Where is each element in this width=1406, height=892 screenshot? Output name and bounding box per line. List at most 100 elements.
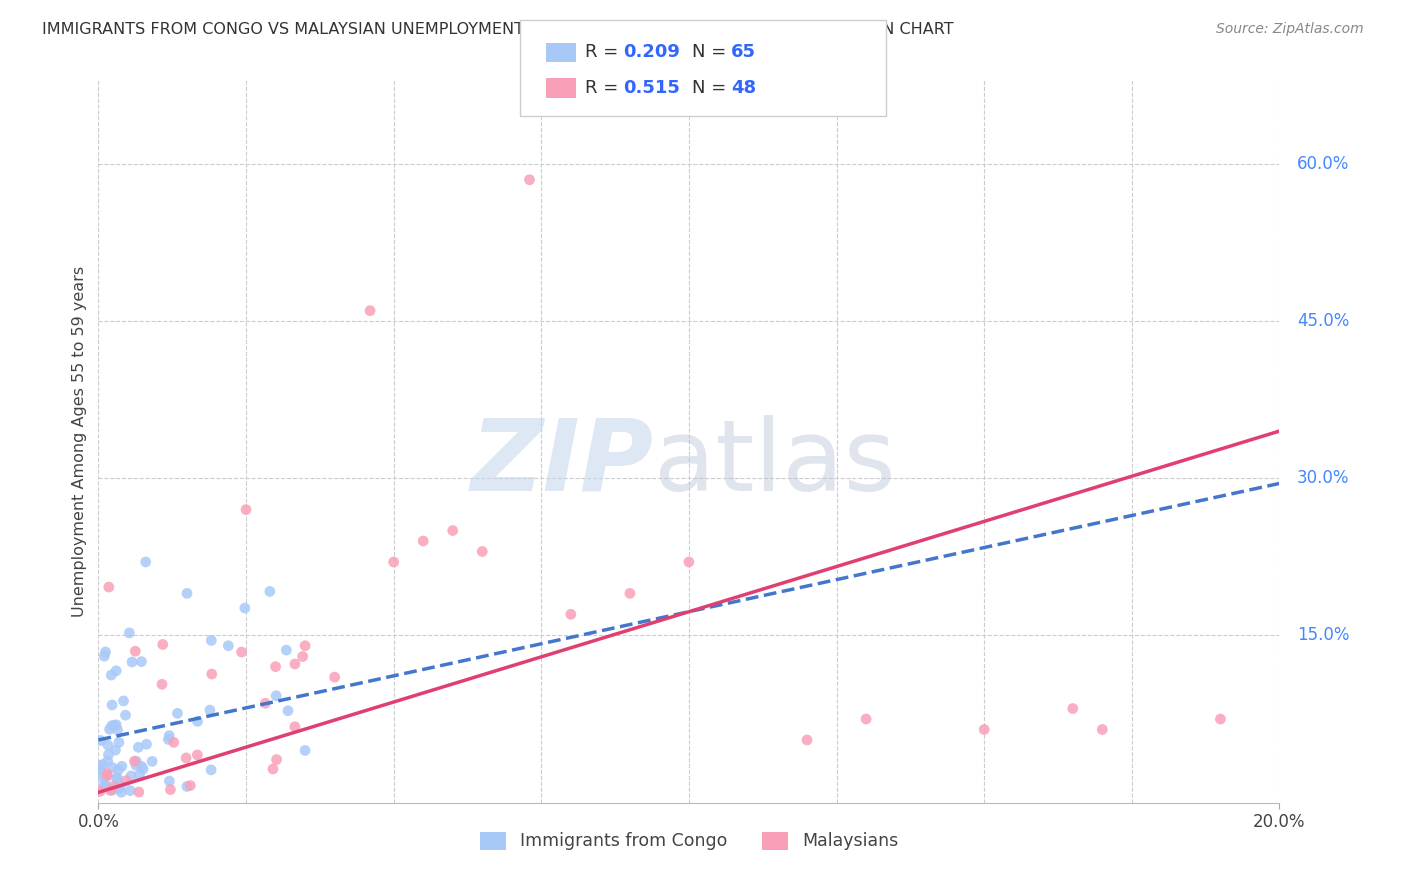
Point xyxy=(124,644,146,658)
Point xyxy=(110,779,132,793)
Point xyxy=(157,732,180,747)
Point xyxy=(157,729,180,743)
Point xyxy=(186,747,208,762)
Point xyxy=(105,718,128,732)
Point xyxy=(176,586,198,600)
Point xyxy=(128,785,150,799)
Text: atlas: atlas xyxy=(654,415,896,512)
Point xyxy=(284,657,307,671)
Point xyxy=(152,638,174,652)
Point xyxy=(107,763,129,777)
Point xyxy=(266,753,288,767)
Point xyxy=(127,740,149,755)
Point xyxy=(198,703,221,717)
Point xyxy=(93,649,115,664)
Point xyxy=(112,694,135,708)
Point xyxy=(94,778,117,792)
Point xyxy=(101,760,124,774)
Point xyxy=(141,755,163,769)
Point xyxy=(1209,712,1232,726)
Point xyxy=(519,173,541,187)
Point xyxy=(264,689,287,703)
Point xyxy=(105,772,128,786)
Point xyxy=(259,584,281,599)
Point xyxy=(412,534,434,549)
Point xyxy=(382,555,405,569)
Point xyxy=(107,723,129,737)
Point xyxy=(96,766,118,780)
Point xyxy=(118,783,141,797)
Point xyxy=(186,714,208,729)
Point xyxy=(128,767,150,781)
Text: 48: 48 xyxy=(731,79,756,97)
Point xyxy=(855,712,877,726)
Point xyxy=(1091,723,1114,737)
Point xyxy=(135,555,157,569)
Point xyxy=(118,625,141,640)
Point xyxy=(108,735,131,749)
Point xyxy=(111,759,134,773)
Text: 15.0%: 15.0% xyxy=(1298,626,1350,644)
Text: N =: N = xyxy=(692,79,731,97)
Point xyxy=(264,659,287,673)
Point xyxy=(115,773,138,788)
Point xyxy=(1062,701,1084,715)
Point xyxy=(101,698,124,712)
Point xyxy=(94,645,117,659)
Point xyxy=(125,758,148,772)
Point xyxy=(104,743,127,757)
Point xyxy=(97,580,120,594)
Point xyxy=(105,664,128,678)
Y-axis label: Unemployment Among Ages 55 to 59 years: Unemployment Among Ages 55 to 59 years xyxy=(72,266,87,617)
Text: 0.209: 0.209 xyxy=(623,43,679,61)
Point xyxy=(176,780,198,794)
Point xyxy=(235,502,257,516)
Point xyxy=(114,708,136,723)
Text: 60.0%: 60.0% xyxy=(1298,155,1350,173)
Point xyxy=(105,770,128,784)
Point xyxy=(94,770,117,784)
Point xyxy=(110,785,132,799)
Point xyxy=(96,768,118,782)
Point xyxy=(101,783,124,797)
Text: R =: R = xyxy=(585,79,630,97)
Point xyxy=(678,555,700,569)
Point xyxy=(796,733,818,747)
Point xyxy=(135,737,157,751)
Text: ZIP: ZIP xyxy=(471,415,654,512)
Text: R =: R = xyxy=(585,43,624,61)
Point xyxy=(90,762,112,776)
Text: 30.0%: 30.0% xyxy=(1298,469,1350,487)
Text: 45.0%: 45.0% xyxy=(1298,312,1350,330)
Text: Source: ZipAtlas.com: Source: ZipAtlas.com xyxy=(1216,22,1364,37)
Point xyxy=(97,747,120,762)
Point xyxy=(163,735,186,749)
Point xyxy=(150,677,173,691)
Point xyxy=(89,770,111,784)
Point xyxy=(97,754,120,768)
Point xyxy=(294,743,316,757)
Point xyxy=(93,779,115,793)
Point xyxy=(201,667,224,681)
Point xyxy=(323,670,346,684)
Text: IMMIGRANTS FROM CONGO VS MALAYSIAN UNEMPLOYMENT AMONG AGES 55 TO 59 YEARS CORREL: IMMIGRANTS FROM CONGO VS MALAYSIAN UNEMP… xyxy=(42,22,953,37)
Point xyxy=(125,755,148,769)
Point xyxy=(132,762,155,776)
Point xyxy=(262,762,284,776)
Point xyxy=(179,779,201,793)
Point xyxy=(200,763,222,777)
Point xyxy=(98,723,121,737)
Point xyxy=(254,696,277,710)
Text: N =: N = xyxy=(692,43,731,61)
Point xyxy=(108,781,131,796)
Point xyxy=(101,719,124,733)
Point xyxy=(159,782,181,797)
Point xyxy=(291,649,314,664)
Point xyxy=(441,524,464,538)
Point xyxy=(121,655,143,669)
Point xyxy=(217,639,239,653)
Text: 0.515: 0.515 xyxy=(623,79,679,97)
Point xyxy=(973,723,995,737)
Point xyxy=(89,758,111,772)
Point xyxy=(89,784,111,798)
